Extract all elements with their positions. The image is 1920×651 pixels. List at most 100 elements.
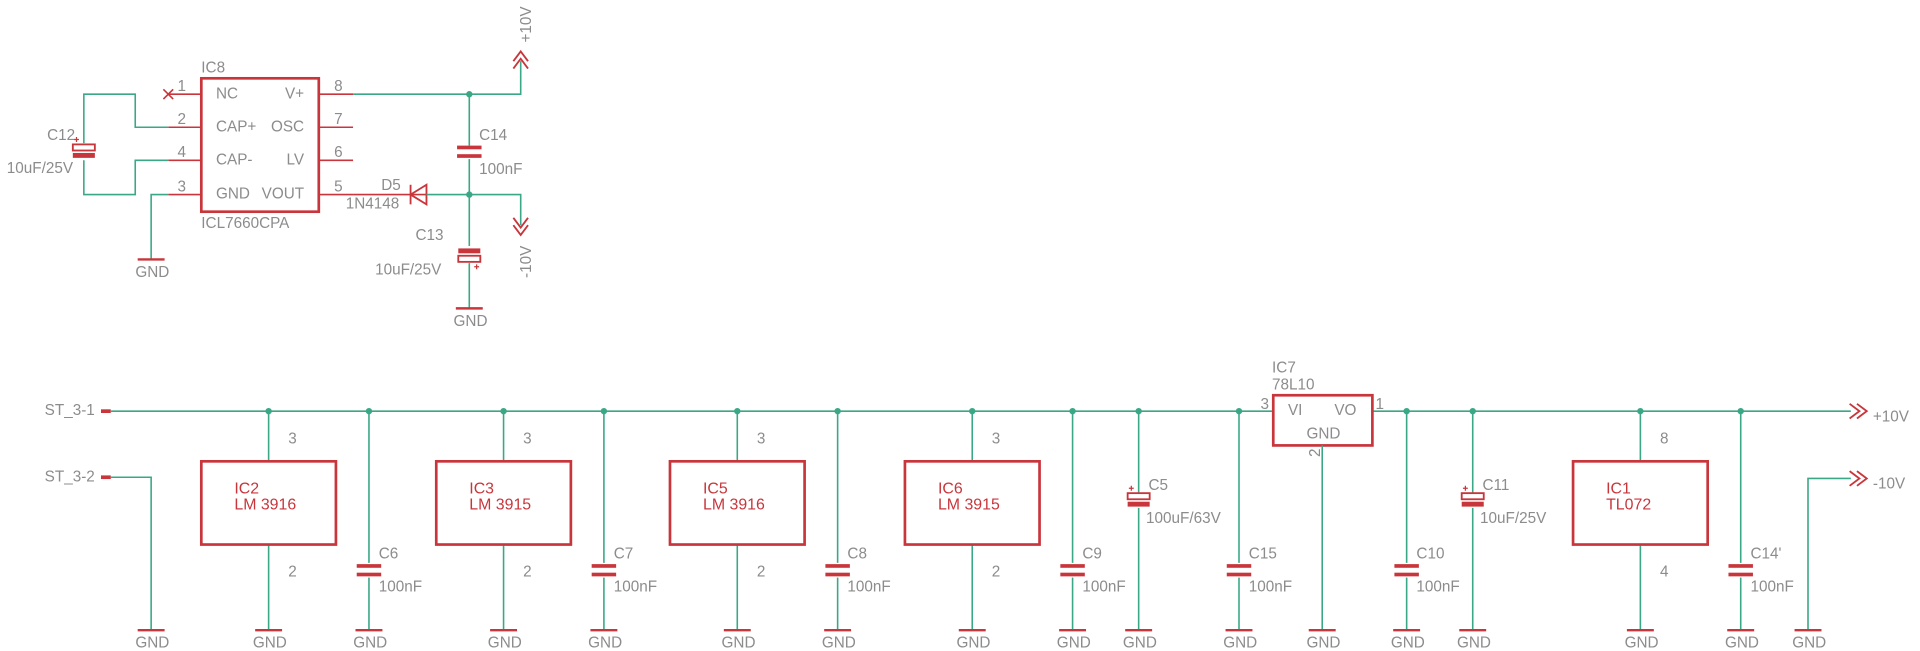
wire <box>426 193 522 226</box>
ic-body <box>434 459 573 546</box>
cap-plate <box>825 564 850 568</box>
cap-plate <box>1226 564 1252 568</box>
pin-number: 2 <box>992 564 1001 581</box>
supply-arrow <box>1849 403 1869 420</box>
pin-name: VOUT <box>262 186 304 203</box>
no-connect <box>162 88 174 100</box>
ic-value: 78L10 <box>1272 376 1315 393</box>
pin-name: GND <box>1306 425 1340 442</box>
ground-label: GND <box>135 264 169 281</box>
supply-arrow <box>512 49 529 70</box>
cap-plate <box>71 143 96 152</box>
pin-number: 3 <box>1260 396 1269 413</box>
connector-pin <box>100 475 111 480</box>
ground-label: GND <box>822 635 856 651</box>
ground-label: GND <box>722 635 756 651</box>
wire <box>83 159 169 196</box>
ic-value: ICL7660CPA <box>201 215 290 232</box>
cap-value: 10uF/25V <box>7 160 74 177</box>
pin-name: GND <box>216 186 250 203</box>
pin-name: OSC <box>271 118 304 135</box>
cap-value: 100nF <box>1751 578 1794 595</box>
cap-value: 100nF <box>1249 578 1292 595</box>
connector-pin <box>100 409 111 413</box>
ground-label: GND <box>253 635 287 651</box>
pin-number: 7 <box>334 111 342 128</box>
ic-body <box>1571 459 1710 546</box>
pin-name: CAP- <box>216 151 253 168</box>
ic-ref: IC1 <box>1606 481 1631 498</box>
polarity-mark <box>1462 485 1468 491</box>
ground-label: GND <box>353 635 387 651</box>
cap-ref: C9 <box>1082 545 1102 562</box>
cap-value: 100nF <box>379 578 422 595</box>
ic-ref: IC5 <box>703 481 728 498</box>
cap-value: 100uF/63V <box>1146 510 1222 527</box>
cap-plate <box>1394 572 1419 577</box>
ground-label: GND <box>1725 635 1759 651</box>
pin-number: 4 <box>1660 564 1669 581</box>
wire <box>150 193 169 260</box>
cap-plate <box>1461 501 1484 507</box>
cap-plate <box>458 248 481 254</box>
connector-label: ST_3-2 <box>45 468 95 485</box>
ground-label: GND <box>1123 635 1157 651</box>
ground-label: GND <box>1391 635 1425 651</box>
cap-value: 100nF <box>1082 578 1125 595</box>
cap-value: 10uF/25V <box>1480 510 1547 527</box>
rail-label: +10V <box>518 6 535 43</box>
rail-label: -10V <box>1873 476 1906 493</box>
cap-value: 10uF/25V <box>375 261 442 278</box>
junction <box>466 91 473 98</box>
ground-label: GND <box>1223 635 1257 651</box>
ground-label: GND <box>588 635 622 651</box>
wire <box>110 476 152 631</box>
wire <box>1807 477 1851 631</box>
pin-number: 4 <box>177 144 186 161</box>
rail-label: -10V <box>518 245 535 278</box>
ic-ref: IC2 <box>234 481 259 498</box>
cap-plate <box>1060 564 1085 568</box>
cap-value: 100nF <box>1416 578 1459 595</box>
pin-number: 2 <box>288 564 297 581</box>
pin-name: LV <box>287 151 305 168</box>
pin-number: 5 <box>334 178 342 195</box>
ground-label: GND <box>1625 635 1659 651</box>
cap-plate <box>457 145 482 150</box>
ic-value: LM 3916 <box>703 497 765 514</box>
pin-number: 3 <box>288 430 297 447</box>
connector-label: ST_3-1 <box>45 402 95 419</box>
ic-body <box>199 459 338 546</box>
pin-number: 8 <box>1660 430 1669 447</box>
cap-plate <box>457 254 482 263</box>
pin-number: 2 <box>1307 449 1324 458</box>
cap-value: 100nF <box>479 161 522 178</box>
ground-label: GND <box>454 313 488 330</box>
pin-number: 3 <box>177 178 186 195</box>
cap-plate <box>1460 492 1485 501</box>
cap-plate <box>1728 572 1753 577</box>
ic-value: LM 3915 <box>469 497 531 514</box>
cap-plate <box>591 572 617 577</box>
pin-number: 1 <box>1375 396 1384 413</box>
ground-label: GND <box>1457 635 1491 651</box>
cap-plate <box>457 154 482 158</box>
cap-plate <box>1060 572 1085 577</box>
ground-label: GND <box>1057 635 1091 651</box>
cap-plate <box>356 572 382 577</box>
ground-label: GND <box>1792 635 1826 651</box>
cap-plate <box>1126 492 1151 501</box>
polarity-mark <box>474 264 480 270</box>
ground-label: GND <box>135 635 169 651</box>
pin-number: 3 <box>757 430 766 447</box>
ic-ref: IC6 <box>938 481 963 498</box>
pin-number: 3 <box>523 430 532 447</box>
ic-value: TL072 <box>1606 497 1651 514</box>
cap-value: 100nF <box>614 578 657 595</box>
ground-label: GND <box>488 635 522 651</box>
diode-ref: D5 <box>381 177 401 194</box>
cap-ref: C14 <box>479 127 508 144</box>
rail-label: +10V <box>1873 408 1910 425</box>
cap-plate <box>356 564 382 568</box>
pin-name: V+ <box>285 85 304 102</box>
